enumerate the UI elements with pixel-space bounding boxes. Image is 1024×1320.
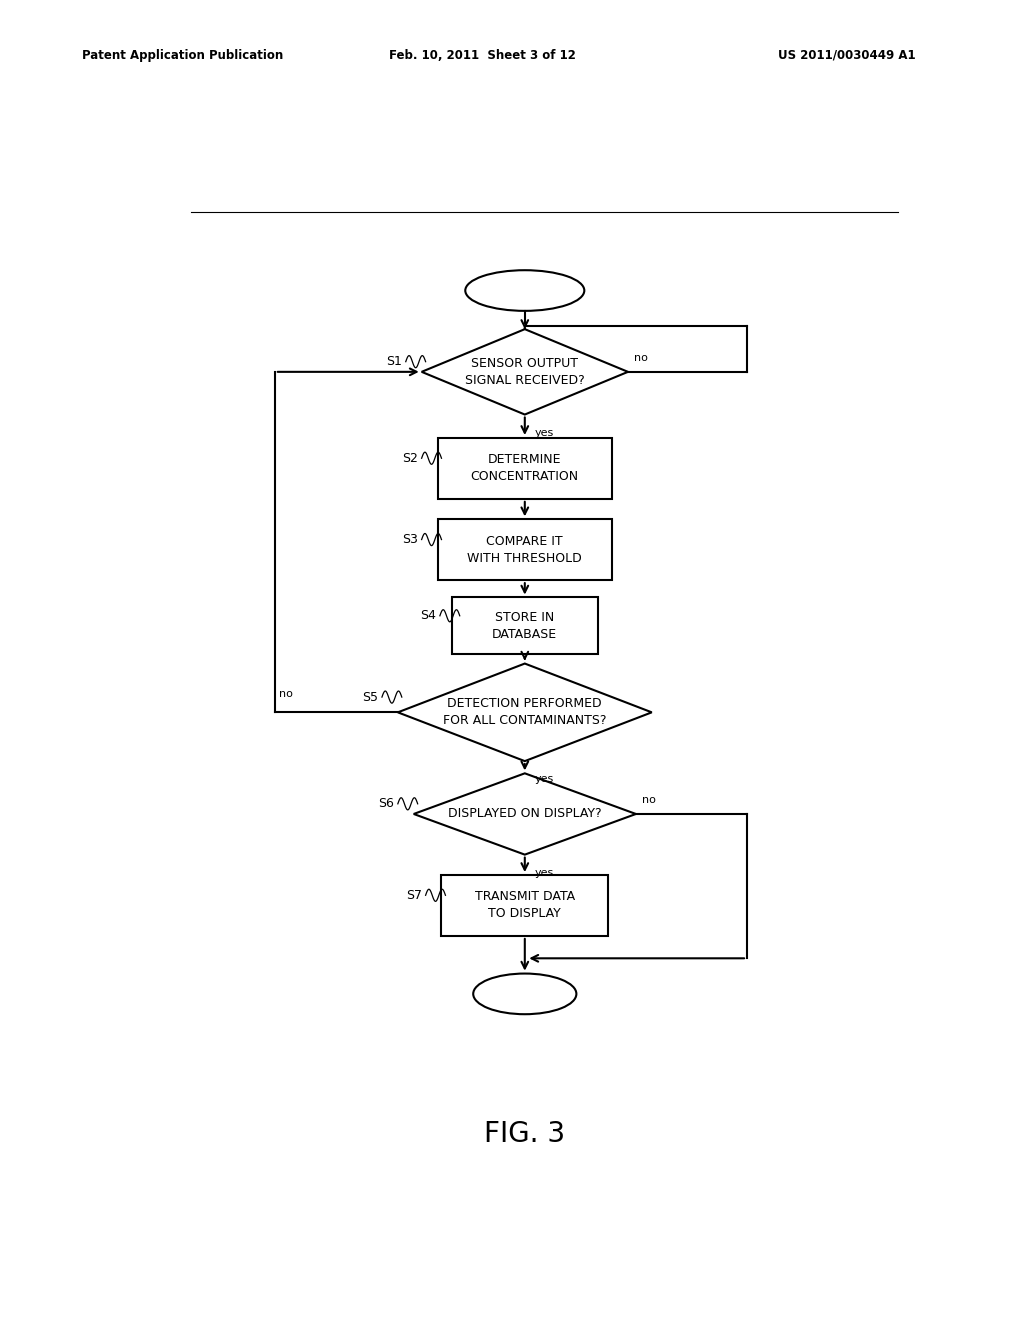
Text: COMPARE IT
WITH THRESHOLD: COMPARE IT WITH THRESHOLD [467, 535, 583, 565]
Text: yes: yes [535, 869, 554, 878]
Text: S5: S5 [361, 690, 378, 704]
Text: no: no [279, 689, 293, 700]
Text: FIG. 3: FIG. 3 [484, 1121, 565, 1148]
Text: yes: yes [535, 428, 554, 438]
Text: DETECTION PERFORMED
FOR ALL CONTAMINANTS?: DETECTION PERFORMED FOR ALL CONTAMINANTS… [443, 697, 606, 727]
Bar [441, 875, 608, 936]
Text: DISPLAYED ON DISPLAY?: DISPLAYED ON DISPLAY? [447, 808, 602, 821]
Text: DETERMINE
CONCENTRATION: DETERMINE CONCENTRATION [471, 453, 579, 483]
Polygon shape [414, 774, 636, 854]
Text: US 2011/0030449 A1: US 2011/0030449 A1 [778, 49, 915, 62]
Text: TRANSMIT DATA
TO DISPLAY: TRANSMIT DATA TO DISPLAY [475, 891, 574, 920]
Text: S1: S1 [386, 355, 401, 368]
Text: Feb. 10, 2011  Sheet 3 of 12: Feb. 10, 2011 Sheet 3 of 12 [389, 49, 575, 62]
Ellipse shape [465, 271, 585, 312]
Bar [452, 598, 598, 655]
Bar [437, 438, 612, 499]
Text: no: no [642, 795, 656, 805]
Text: S7: S7 [406, 888, 422, 902]
Text: S6: S6 [378, 797, 394, 810]
Text: yes: yes [535, 775, 554, 784]
Text: S3: S3 [401, 533, 418, 546]
Text: STORE IN
DATABASE: STORE IN DATABASE [493, 611, 557, 642]
Text: no: no [634, 352, 648, 363]
Text: Patent Application Publication: Patent Application Publication [82, 49, 284, 62]
Text: S2: S2 [401, 451, 418, 465]
Polygon shape [397, 664, 652, 762]
Bar [437, 519, 612, 581]
Polygon shape [422, 329, 628, 414]
Text: SENSOR OUTPUT
SIGNAL RECEIVED?: SENSOR OUTPUT SIGNAL RECEIVED? [465, 356, 585, 387]
Text: S4: S4 [420, 610, 436, 622]
Ellipse shape [473, 974, 577, 1014]
